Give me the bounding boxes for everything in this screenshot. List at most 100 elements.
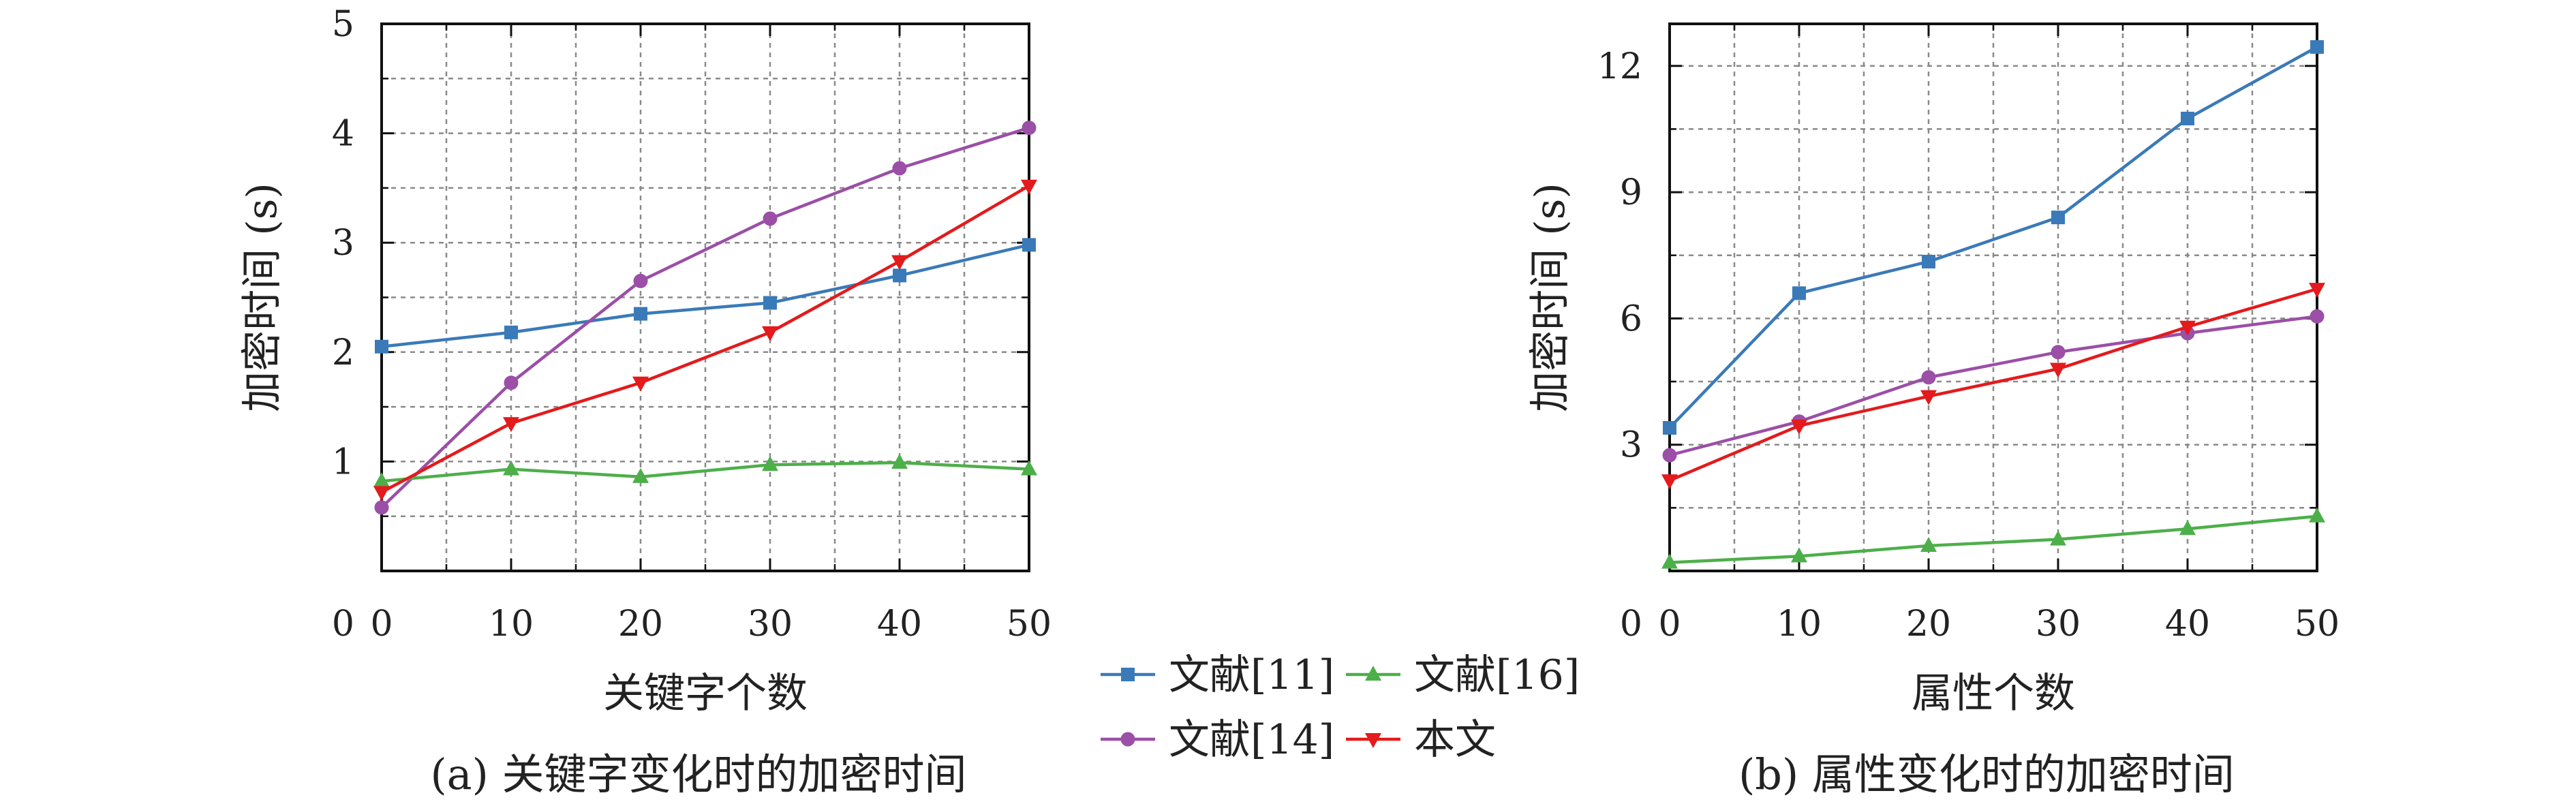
x-tick-label: 10: [1777, 604, 1822, 645]
data-point: [634, 307, 647, 321]
data-point: [1791, 547, 1807, 563]
data-point: [1022, 238, 1036, 252]
data-point: [2310, 309, 2325, 324]
data-point: [2179, 320, 2196, 336]
data-point: [762, 326, 778, 341]
data-point: [2309, 283, 2325, 298]
x-tick-label: 50: [2295, 604, 2340, 645]
data-point: [1663, 420, 1676, 435]
grid: [382, 24, 1029, 571]
legend-swatch-marker: [1120, 732, 1135, 747]
y-tick-label: 4: [332, 114, 354, 155]
y-tick-label: 3: [332, 223, 354, 264]
x-tick-label: 10: [489, 604, 534, 645]
ticks: 0 10 20 30 40 50 3 6 9 12 0: [1597, 24, 2340, 645]
series-line: [381, 243, 1030, 349]
series-line: [380, 126, 1030, 509]
chart-caption: (a) 关键字变化时的加密时间: [430, 749, 966, 799]
x-tick-label: 30: [748, 604, 793, 645]
series-line: [1669, 315, 2318, 457]
data-point: [2050, 362, 2066, 378]
legend: 文献[11] 文献[16] 文献[14] 本文: [1101, 651, 1580, 764]
series-group: [1661, 40, 2325, 569]
y-axis-label: 加密时间 (s): [239, 183, 286, 412]
data-point: [892, 161, 907, 176]
data-point: [1021, 179, 1037, 195]
series-line: [1669, 514, 2318, 564]
y-tick-label: 9: [1620, 172, 1642, 213]
data-point: [1661, 474, 1678, 490]
data-point: [373, 472, 390, 488]
series-group: [373, 121, 1037, 515]
data-point: [2050, 530, 2066, 546]
x-axis-label: 属性个数: [1912, 670, 2075, 717]
data-point: [632, 376, 649, 392]
data-point: [503, 417, 519, 433]
data-point: [374, 500, 389, 515]
data-point: [2051, 211, 2065, 225]
data-point: [504, 375, 519, 390]
data-point: [763, 296, 777, 310]
data-point: [891, 255, 908, 270]
series-line: [1669, 287, 2318, 482]
y-tick-label: 12: [1597, 46, 1642, 87]
legend-swatch-marker: [1121, 668, 1135, 681]
legend-swatch-marker: [1365, 666, 1381, 681]
data-point: [1921, 370, 1936, 385]
data-point: [893, 268, 906, 283]
data-point: [375, 339, 388, 354]
x-axis-label: 关键字个数: [603, 670, 808, 717]
data-point: [1920, 390, 1937, 405]
legend-label: 文献[11]: [1169, 651, 1334, 699]
data-point: [1922, 254, 1935, 268]
data-point: [1662, 448, 1677, 463]
series-line: [1668, 46, 2318, 429]
chart-b-attributes: 0 10 20 30 40 50 3 6 9 12 0 属性个数 加密时间 (s) (b) 属性变化时的加…: [1527, 22, 2340, 799]
y-tick-label-origin: 0: [332, 604, 354, 645]
data-point: [1022, 121, 1037, 136]
data-point: [762, 456, 778, 471]
x-tick-label: 30: [2036, 604, 2081, 645]
data-point: [2309, 507, 2325, 523]
data-point: [1920, 536, 1937, 552]
data-point: [763, 211, 778, 226]
x-tick-label: 40: [2165, 604, 2210, 645]
x-tick-label: 50: [1007, 604, 1052, 645]
y-tick-label: 6: [1620, 298, 1642, 339]
data-point: [2051, 345, 2066, 360]
y-tick-label: 3: [1620, 425, 1642, 466]
y-tick-label: 1: [332, 441, 354, 482]
y-tick-label: 5: [332, 4, 354, 45]
legend-label: 文献[14]: [1169, 716, 1334, 764]
grid: [1670, 24, 2317, 571]
data-point: [2181, 111, 2194, 125]
chart-caption: (b) 属性变化时的加密时间: [1738, 749, 2235, 799]
legend-label: 文献[16]: [1414, 651, 1580, 699]
data-point: [1791, 419, 1807, 435]
data-point: [1792, 286, 1806, 300]
data-point: [2179, 520, 2196, 536]
data-point: [1021, 460, 1037, 476]
y-axis-label: 加密时间 (s): [1527, 183, 1574, 412]
legend-swatch-marker: [1365, 733, 1381, 748]
x-tick-label: 20: [1906, 604, 1951, 645]
data-point: [891, 454, 908, 469]
y-tick-label: 2: [332, 332, 354, 373]
data-point: [503, 460, 519, 476]
x-tick-label: 20: [618, 604, 663, 645]
x-tick-label: 0: [370, 604, 393, 645]
data-point: [2310, 40, 2324, 54]
legend-label: 本文: [1414, 716, 1496, 764]
data-point: [632, 467, 649, 483]
data-point: [1661, 553, 1678, 569]
plot-frame: [1668, 22, 2318, 572]
x-tick-label: 40: [877, 604, 922, 645]
y-tick-label-origin: 0: [1620, 604, 1642, 645]
series-line: [381, 461, 1030, 483]
x-tick-label: 0: [1658, 604, 1681, 645]
data-point: [504, 325, 518, 339]
